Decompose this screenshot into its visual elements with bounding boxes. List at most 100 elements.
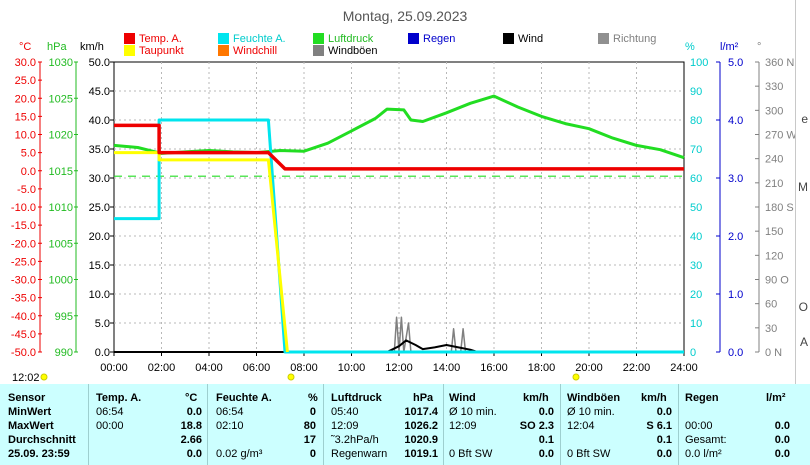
edge-fragment: A xyxy=(799,335,808,349)
table-cell: 0.0 xyxy=(186,448,202,460)
table-cell: 00:00 xyxy=(685,420,713,432)
temp-tick-label: -10.0 xyxy=(11,202,36,214)
temp-tick-label: 10.0 xyxy=(15,130,36,142)
header-temp: Temp. A. xyxy=(96,392,142,404)
header-rain: Regen xyxy=(685,392,719,404)
x-tick-label: 16:00 xyxy=(480,362,508,374)
svg-text:Feuchte A.: Feuchte A. xyxy=(233,33,286,45)
svg-text:Wind: Wind xyxy=(518,33,543,45)
table-cell: SO 2.3 xyxy=(519,420,554,432)
direction-tick-label: 90 O xyxy=(765,275,789,287)
svg-text:Regen: Regen xyxy=(423,33,455,45)
table-cell: 18.8 xyxy=(180,420,202,432)
wind-tick-label: 45.0 xyxy=(89,86,110,98)
table-cell: 25.09. 23:59 xyxy=(8,448,70,460)
table-cell: 0 Bft SW xyxy=(567,448,611,460)
pressure-tick-label: 990 xyxy=(55,347,73,359)
x-tick-label: 10:00 xyxy=(338,362,366,374)
table-cell: 05:40 xyxy=(331,406,359,418)
direction-tick-label: 120 xyxy=(765,250,783,262)
temp-tick-label: -20.0 xyxy=(11,238,36,250)
temp-tick-label: 5.0 xyxy=(21,148,36,160)
humidity-tick-label: 0 xyxy=(690,347,696,359)
table-cell: 1020.9 xyxy=(404,434,438,446)
table-cell: Ø 10 min. xyxy=(567,406,615,418)
table-cell: 02:10 xyxy=(216,420,244,432)
x-tick-label: 22:00 xyxy=(623,362,651,374)
temp-tick-label: -30.0 xyxy=(11,275,36,287)
humidity-tick-label: 40 xyxy=(690,231,702,243)
table-cell: Ø 10 min. xyxy=(449,406,497,418)
table-cell: 0.1 xyxy=(656,434,672,446)
table-cell: 12:09 xyxy=(331,420,359,432)
series-temp-a xyxy=(114,123,684,171)
direction-tick-label: 0 N xyxy=(765,347,782,359)
wind-tick-label: 25.0 xyxy=(89,202,110,214)
x-tick-label: 20:00 xyxy=(575,362,603,374)
humidity-tick-label: 90 xyxy=(690,86,702,98)
legend-item-feuchte: Feuchte A. xyxy=(218,33,286,45)
header-gust-unit: km/h xyxy=(641,392,667,404)
stats-table: Sensor Temp. A. °C Feuchte A. % Luftdruc… xyxy=(0,384,810,465)
x-tick-label: 08:00 xyxy=(290,362,318,374)
legend-item-taupunkt: Taupunkt xyxy=(124,45,184,57)
header-gust: Windböen xyxy=(567,392,621,404)
temp-tick-label: -35.0 xyxy=(11,293,36,305)
weather-chart: Montag, 25.09.2023 Temp. A. Taupunkt Feu… xyxy=(11,8,797,384)
table-cell: 2.66 xyxy=(180,434,202,446)
table-cell: 1026.2 xyxy=(404,420,438,432)
humidity-tick-label: 60 xyxy=(690,173,702,185)
temp-tick-label: 30.0 xyxy=(15,57,36,69)
header-press-unit: hPa xyxy=(413,392,434,404)
x-tick-label: 24:00 xyxy=(670,362,698,374)
table-cell: 0 xyxy=(309,406,316,418)
table-cell: S 6.1 xyxy=(646,420,672,432)
wind-axis-unit: km/h xyxy=(80,41,104,53)
table-cell: 1019.1 xyxy=(404,448,438,460)
table-cell: 0.0 xyxy=(774,434,790,446)
humidity-tick-label: 30 xyxy=(690,260,702,272)
rain-tick-label: 1.0 xyxy=(728,289,743,301)
humidity-tick-label: 100 xyxy=(690,57,708,69)
temp-tick-label: -45.0 xyxy=(11,329,36,341)
humidity-tick-label: 50 xyxy=(690,202,702,214)
x-tick-label: 18:00 xyxy=(528,362,556,374)
temp-tick-label: -15.0 xyxy=(11,220,36,232)
table-cell: 80 xyxy=(303,420,316,432)
direction-tick-label: 210 xyxy=(765,178,783,190)
humidity-axis-unit: % xyxy=(685,41,695,53)
wind-tick-label: 5.0 xyxy=(95,318,110,330)
table-cell: 0.0 xyxy=(538,448,554,460)
pressure-tick-label: 1030 xyxy=(49,57,73,69)
legend-item-richtung: Richtung xyxy=(598,33,656,45)
legend-item-regen: Regen xyxy=(408,33,455,45)
svg-text:Windböen: Windböen xyxy=(328,45,378,57)
edge-fragment: M xyxy=(798,180,808,194)
temp-tick-label: -25.0 xyxy=(11,256,36,268)
header-press: Luftdruck xyxy=(331,392,382,404)
pressure-tick-label: 995 xyxy=(55,311,73,323)
legend-item-luftdruck: Luftdruck xyxy=(313,33,374,45)
table-cell: 0 Bft SW xyxy=(449,448,493,460)
direction-tick-label: 240 xyxy=(765,154,783,166)
chart-series xyxy=(113,94,685,354)
table-cell: 0.0 xyxy=(538,406,554,418)
edge-fragment: O xyxy=(798,300,808,314)
header-sensor: Sensor xyxy=(8,392,46,404)
humidity-tick-label: 70 xyxy=(690,144,702,156)
temp-tick-label: -5.0 xyxy=(17,184,36,196)
direction-tick-label: 360 N xyxy=(765,57,794,69)
wind-tick-label: 15.0 xyxy=(89,260,110,272)
table-cell: 0.0 xyxy=(774,420,790,432)
x-tick-label: 00:00 xyxy=(100,362,128,374)
pressure-tick-label: 1000 xyxy=(49,275,73,287)
x-tick-label: 12:00 xyxy=(385,362,413,374)
rain-axis-unit: l/m² xyxy=(720,41,739,53)
table-cell: 06:54 xyxy=(216,406,244,418)
temp-tick-label: 20.0 xyxy=(15,93,36,105)
temp-tick-label: 0.0 xyxy=(21,166,36,178)
direction-tick-label: 30 xyxy=(765,323,777,335)
humidity-tick-label: 20 xyxy=(690,289,702,301)
header-wind: Wind xyxy=(449,392,476,404)
current-time-label: 12:02 xyxy=(12,372,40,384)
